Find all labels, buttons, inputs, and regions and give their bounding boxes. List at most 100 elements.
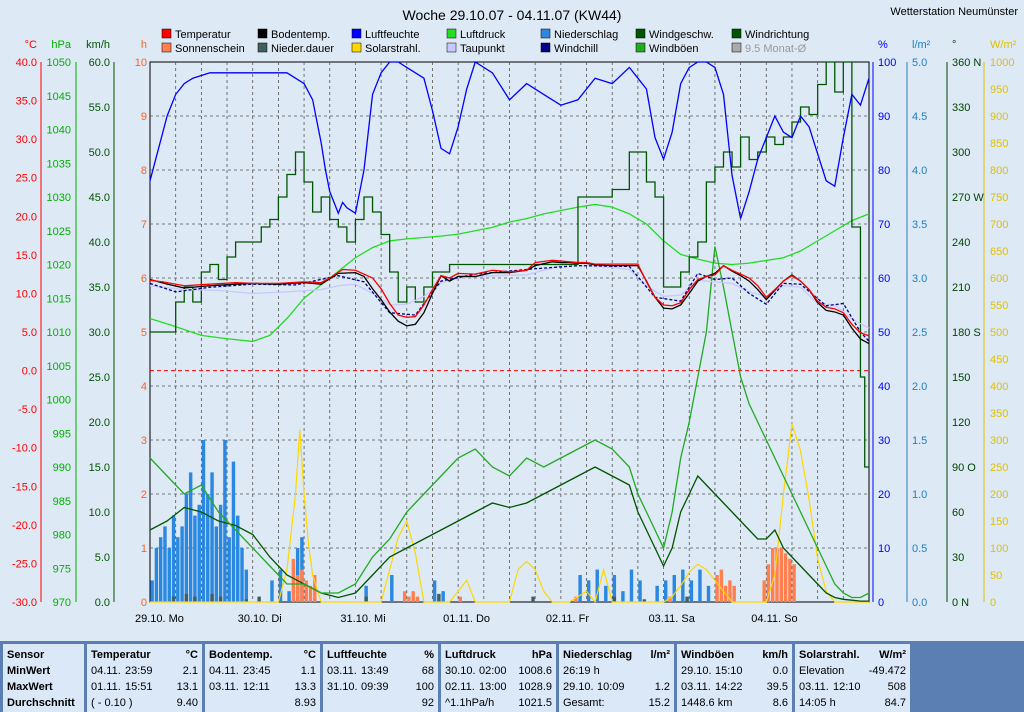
stats-value: 8.6	[772, 697, 788, 709]
sun-hours-axis-tick: 9	[141, 111, 147, 123]
stats-row: 26:19 h	[563, 665, 670, 679]
direction-axis-tick: 30	[952, 552, 964, 564]
temp-axis-tick: -15.0	[12, 481, 37, 493]
bar-nieder-dauer	[685, 596, 689, 602]
solar-axis-tick: 500	[990, 327, 1008, 339]
stats-value: 0.0	[772, 665, 788, 677]
solar-axis-tick: 850	[990, 138, 1008, 150]
rain-axis-tick: 4.5	[912, 111, 927, 123]
bar-nieder-dauer	[210, 593, 214, 602]
stats-row: 03.11. 13:49 68	[327, 665, 434, 679]
wind-axis-tick: 20.0	[89, 417, 110, 429]
sun-hours-axis-tick: 1	[141, 543, 147, 555]
bar-nieder-dauer	[437, 593, 441, 602]
solar-axis-tick: 400	[990, 381, 1008, 393]
bar-nieder-dauer	[364, 596, 368, 602]
bar-nieder-dauer	[531, 596, 535, 602]
stats-date: 31.10.	[327, 681, 358, 693]
stats-header: Niederschlag l/m²	[563, 649, 670, 663]
bar-sonnenschein	[792, 564, 796, 602]
bar-niederschlag	[287, 591, 291, 602]
wind-axis-unit: km/h	[86, 39, 110, 51]
sun-hours-axis-tick: 6	[141, 273, 147, 285]
bar-niederschlag	[698, 569, 702, 602]
bar-sonnenschein	[779, 548, 783, 602]
legend-swatch	[731, 42, 742, 53]
bar-sonnenschein	[295, 575, 300, 602]
rain-axis-tick: 2.5	[912, 327, 927, 339]
stats-date: 29.10.	[681, 665, 712, 677]
bar-niederschlag	[163, 526, 167, 602]
bar-sonnenschein	[574, 596, 578, 602]
solar-axis-tick: 50	[990, 570, 1002, 582]
stats-unit: W/m²	[879, 649, 906, 661]
temp-axis-tick: 0.0	[22, 366, 37, 378]
bar-niederschlag	[240, 548, 244, 602]
series-windrichtung	[150, 61, 869, 468]
humidity-axis-tick: 50	[878, 327, 890, 339]
bar-sonnenschein	[783, 553, 788, 602]
stats-row: Gesamt: 15.2	[563, 697, 670, 711]
wind-axis-tick: 10.0	[89, 507, 110, 519]
pressure-axis-tick: 1005	[47, 361, 71, 373]
stats-time: 12:10	[833, 681, 861, 693]
legend-label: Luftdruck	[460, 29, 506, 41]
bar-sonnenschein	[715, 575, 719, 602]
bar-niederschlag	[167, 548, 171, 602]
statistics-panel: Sensor MinWert MaxWert Durchschnitt Temperat…	[0, 641, 1024, 712]
stats-row: 29.10. 15:10 0.0	[681, 665, 788, 679]
bar-niederschlag	[214, 526, 219, 602]
wind-axis-tick: 60.0	[89, 57, 110, 69]
bar-niederschlag	[681, 569, 685, 602]
solar-axis-tick: 350	[990, 408, 1008, 420]
bar-sonnenschein	[762, 580, 766, 602]
stats-date: 02.11.	[445, 681, 475, 693]
stats-header: Sensor	[7, 649, 80, 663]
sun-hours-axis-tick: 5	[141, 327, 147, 339]
rain-axis-tick: 0.5	[912, 543, 927, 555]
stats-unit: hPa	[531, 649, 552, 661]
stats-value: 68	[421, 665, 434, 677]
legend-label: Niederschlag	[554, 29, 618, 41]
stats-row: 31.10. 09:39 100	[327, 681, 434, 695]
pressure-axis-tick: 980	[53, 530, 71, 542]
bar-niederschlag	[227, 537, 231, 602]
temp-axis-tick: -20.0	[12, 520, 37, 532]
stats-header: Temperatur °C	[91, 649, 198, 663]
bar-nieder-dauer	[171, 596, 176, 602]
pressure-axis-tick: 1030	[47, 192, 71, 204]
x-tick-label: 02.11. Fr	[546, 613, 590, 625]
rain-axis-tick: 0.0	[912, 597, 927, 609]
bar-sonnenschein	[788, 558, 792, 602]
bar-niederschlag	[441, 591, 445, 602]
bar-sonnenschein	[304, 580, 308, 602]
bar-niederschlag	[629, 569, 634, 602]
pressure-axis-tick: 1045	[47, 91, 71, 103]
temp-axis-tick: -30.0	[12, 597, 37, 609]
stats-row: MinWert	[7, 665, 80, 679]
stats-value: 84.7	[884, 697, 906, 709]
wind-axis-tick: 40.0	[89, 237, 110, 249]
direction-axis-tick: 210	[952, 282, 970, 294]
stats-time: 23:45	[243, 665, 271, 677]
sun-hours-axis-tick: 10	[135, 57, 147, 69]
stats-header: Luftdruck hPa	[445, 649, 552, 663]
sun-hours-axis-tick: 3	[141, 435, 147, 447]
bar-sonnenschein	[770, 548, 775, 602]
bar-niederschlag	[244, 569, 249, 602]
solar-axis-tick: 950	[990, 84, 1008, 96]
bar-niederschlag	[158, 537, 163, 602]
pressure-axis-tick: 1000	[47, 395, 71, 407]
bar-niederschlag	[218, 504, 223, 602]
stats-column: Niederschlag l/m² 26:19 h 29.10. 10:09 1.2 Ges…	[559, 644, 674, 712]
bar-sonnenschein	[668, 596, 672, 602]
legend-label: Solarstrahl.	[365, 43, 421, 55]
bar-niederschlag	[270, 580, 274, 602]
legend-label: Temperatur	[175, 29, 231, 41]
stats-row: 01.11. 15:51 13.1	[91, 681, 198, 695]
stats-title: Bodentemp.	[209, 649, 273, 661]
bar-niederschlag	[278, 569, 283, 602]
stats-date: 30.10.	[445, 665, 476, 677]
bar-nieder-dauer	[184, 593, 189, 602]
stats-row: 04.11. 23:45 1.1	[209, 665, 316, 679]
